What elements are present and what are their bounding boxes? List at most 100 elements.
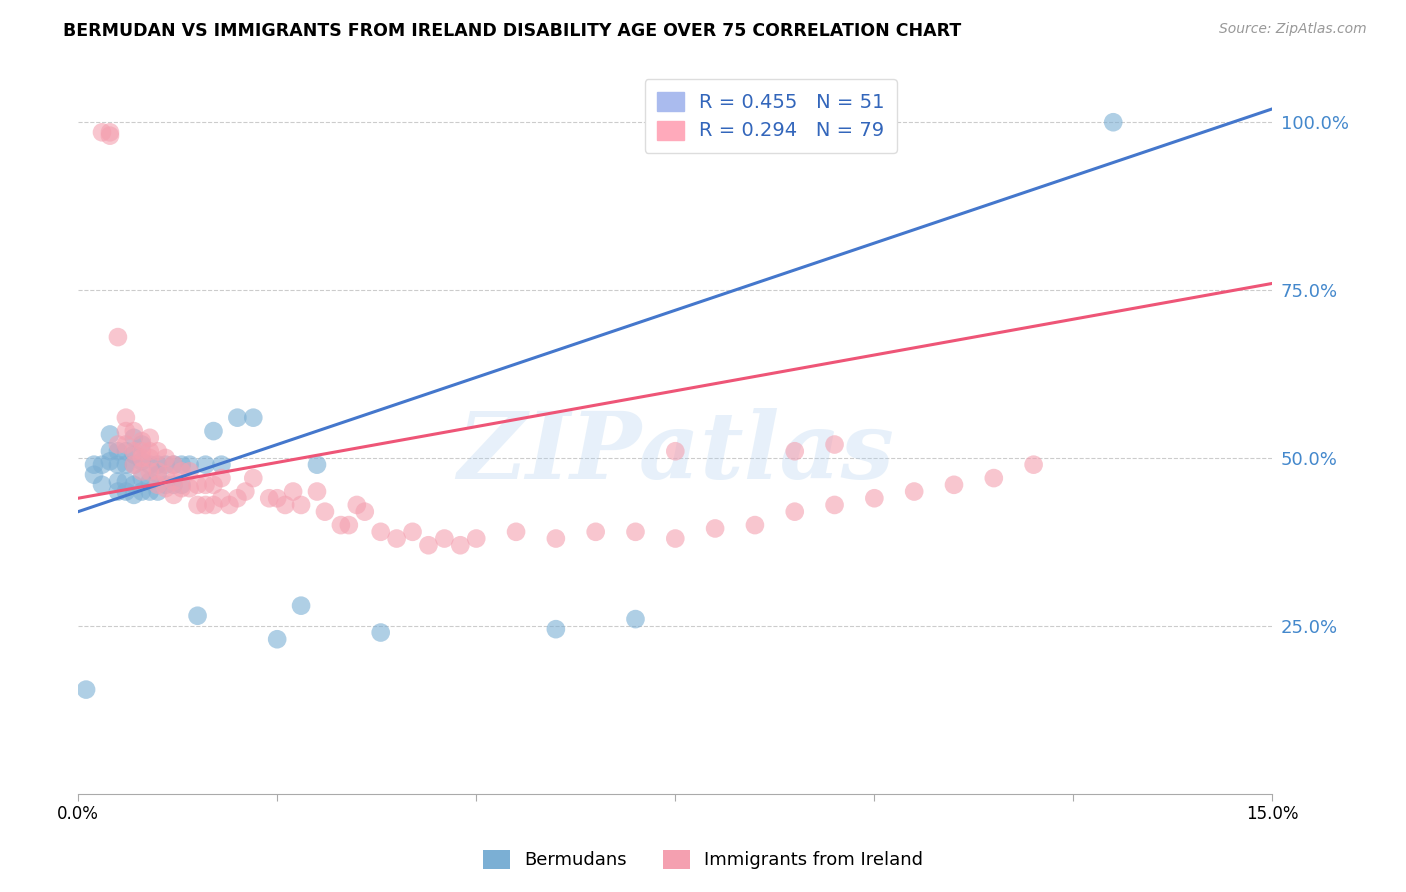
Point — [305, 484, 328, 499]
Point — [824, 498, 846, 512]
Point — [194, 458, 217, 472]
Point — [98, 454, 121, 468]
Point — [983, 471, 1005, 485]
Point — [122, 458, 145, 472]
Point — [433, 532, 456, 546]
Point — [242, 410, 264, 425]
Point — [170, 481, 193, 495]
Point — [465, 532, 488, 546]
Point — [353, 505, 375, 519]
Point — [139, 450, 162, 465]
Point — [115, 458, 138, 472]
Point — [233, 484, 256, 499]
Point — [131, 484, 153, 499]
Point — [194, 478, 217, 492]
Point — [98, 128, 121, 143]
Point — [187, 608, 209, 623]
Point — [624, 524, 647, 539]
Point — [122, 431, 145, 445]
Point — [209, 491, 232, 506]
Point — [209, 458, 232, 472]
Point — [98, 427, 121, 442]
Point — [115, 424, 138, 438]
Point — [624, 612, 647, 626]
Point — [146, 467, 169, 482]
Point — [257, 491, 280, 506]
Point — [170, 458, 193, 472]
Point — [122, 444, 145, 458]
Point — [1102, 115, 1125, 129]
Point — [401, 524, 423, 539]
Point — [146, 464, 169, 478]
Point — [242, 471, 264, 485]
Text: Source: ZipAtlas.com: Source: ZipAtlas.com — [1219, 22, 1367, 37]
Point — [290, 599, 312, 613]
Point — [139, 475, 162, 489]
Legend: R = 0.455   N = 51, R = 0.294   N = 79: R = 0.455 N = 51, R = 0.294 N = 79 — [645, 79, 897, 153]
Point — [187, 478, 209, 492]
Point — [139, 444, 162, 458]
Point — [943, 478, 966, 492]
Point — [98, 444, 121, 458]
Point — [122, 448, 145, 462]
Point — [505, 524, 527, 539]
Point — [218, 498, 240, 512]
Point — [418, 538, 440, 552]
Point — [744, 518, 766, 533]
Point — [585, 524, 607, 539]
Point — [115, 475, 138, 489]
Point — [783, 505, 806, 519]
Point — [155, 467, 177, 482]
Point — [179, 481, 201, 495]
Point — [209, 471, 232, 485]
Point — [163, 475, 186, 489]
Point — [179, 458, 201, 472]
Point — [329, 518, 352, 533]
Text: BERMUDAN VS IMMIGRANTS FROM IRELAND DISABILITY AGE OVER 75 CORRELATION CHART: BERMUDAN VS IMMIGRANTS FROM IRELAND DISA… — [63, 22, 962, 40]
Point — [155, 481, 177, 495]
Point — [107, 475, 129, 489]
Point — [115, 444, 138, 458]
Point — [107, 458, 129, 472]
Point — [155, 478, 177, 492]
Point — [903, 484, 925, 499]
Point — [115, 410, 138, 425]
Point — [202, 498, 225, 512]
Point — [155, 450, 177, 465]
Point — [75, 682, 97, 697]
Point — [91, 458, 114, 472]
Point — [131, 437, 153, 451]
Point — [202, 424, 225, 438]
Point — [98, 125, 121, 139]
Point — [115, 437, 138, 451]
Point — [163, 458, 186, 472]
Point — [170, 478, 193, 492]
Point — [155, 458, 177, 472]
Point — [202, 478, 225, 492]
Point — [131, 434, 153, 449]
Point — [107, 330, 129, 344]
Point — [274, 498, 297, 512]
Text: ZIPatlas: ZIPatlas — [457, 408, 894, 498]
Point — [131, 464, 153, 478]
Point — [187, 498, 209, 512]
Point — [170, 464, 193, 478]
Point — [370, 524, 392, 539]
Point — [122, 488, 145, 502]
Point — [863, 491, 886, 506]
Point — [281, 484, 304, 499]
Point — [163, 458, 186, 472]
Point — [131, 444, 153, 458]
Point — [544, 622, 567, 636]
Point — [449, 538, 471, 552]
Point — [107, 437, 129, 451]
Point — [146, 458, 169, 472]
Point — [704, 521, 727, 535]
Point — [314, 505, 336, 519]
Point — [783, 444, 806, 458]
Legend: Bermudans, Immigrants from Ireland: Bermudans, Immigrants from Ireland — [474, 841, 932, 879]
Point — [824, 437, 846, 451]
Point — [122, 424, 145, 438]
Point — [346, 498, 368, 512]
Point — [266, 491, 288, 506]
